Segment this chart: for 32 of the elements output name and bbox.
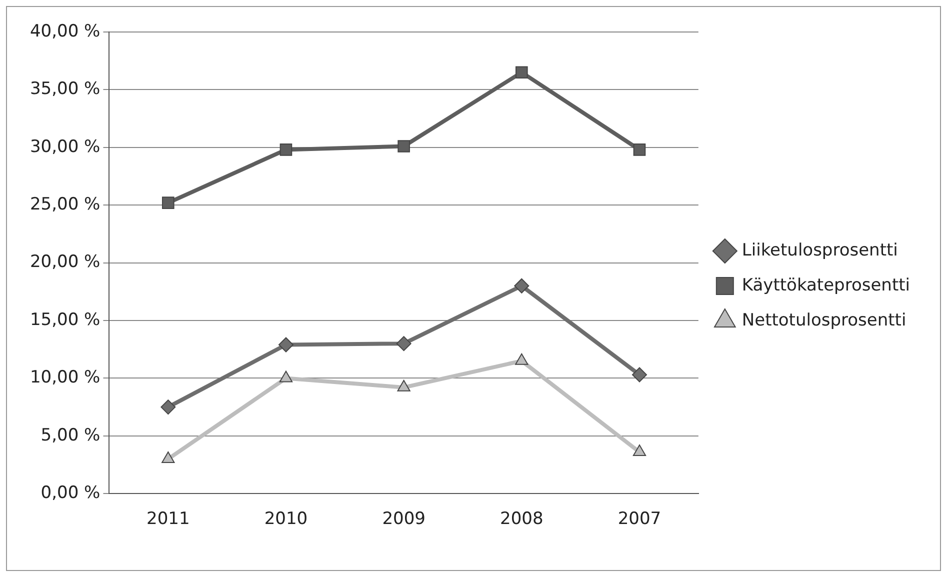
y-tick-label: 40,00 % [30, 21, 100, 42]
point [280, 144, 292, 156]
y-tick-label: 10,00 % [30, 368, 100, 388]
point [278, 337, 294, 352]
x-tick-label: 2008 [500, 509, 544, 530]
legend-label: Liiketulosprosentti [742, 240, 898, 260]
x-tick-label: 2011 [146, 509, 190, 530]
point [396, 336, 412, 352]
point [514, 278, 530, 294]
point [160, 400, 176, 415]
point [515, 66, 528, 79]
y-tick-label: 5,00 % [40, 425, 100, 446]
point [397, 380, 410, 392]
point [633, 144, 646, 156]
x-tick-label: 2010 [264, 509, 308, 530]
legend-label: Käyttökateprosentti [742, 275, 910, 296]
point [279, 370, 293, 382]
point [515, 353, 528, 365]
x-tick-label: 2009 [382, 509, 426, 530]
point [632, 444, 646, 456]
legend-label: Nettotulosprosentti [742, 310, 906, 330]
y-tick-label: 20,00 % [30, 252, 100, 272]
y-tick-label: 0,00 % [40, 483, 100, 504]
x-tick-label: 2007 [618, 509, 662, 530]
point [398, 140, 410, 152]
y-tick-label: 30,00 % [30, 136, 100, 157]
y-tick-label: 35,00 % [30, 79, 100, 100]
point [162, 196, 174, 209]
point [162, 451, 175, 463]
point [632, 367, 647, 382]
y-tick-label: 15,00 % [30, 310, 100, 330]
y-tick-label: 25,00 % [30, 194, 100, 215]
